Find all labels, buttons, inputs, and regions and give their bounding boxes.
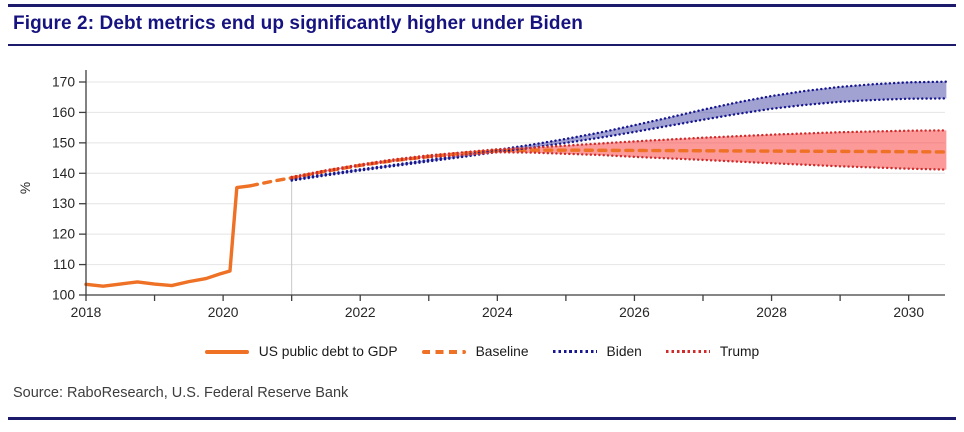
svg-text:2022: 2022 <box>345 305 376 320</box>
source-text: Source: RaboResearch, U.S. Federal Reser… <box>13 385 349 401</box>
y-tick-labels: 100 110 120 130 140 150 160 170 <box>52 75 86 303</box>
svg-text:150: 150 <box>52 135 75 150</box>
svg-text:160: 160 <box>52 105 75 120</box>
figure-title: Figure 2: Debt metrics end up significan… <box>13 13 583 34</box>
svg-text:2030: 2030 <box>893 305 924 320</box>
legend-sample-solid-orange-line <box>204 349 249 354</box>
svg-text:100: 100 <box>52 288 75 303</box>
legend-label: Trump <box>719 344 760 359</box>
legend-label: Biden <box>606 344 642 359</box>
bottom-border-rule <box>8 417 956 420</box>
legend-item-us-public-debt: US public debt to GDP <box>204 344 398 359</box>
svg-text:2018: 2018 <box>71 305 102 320</box>
svg-text:140: 140 <box>52 166 75 181</box>
chart-area: 100 110 120 130 140 150 160 170 2018 2020 2022 2024… <box>0 50 964 320</box>
svg-text:170: 170 <box>52 75 75 90</box>
svg-text:120: 120 <box>52 227 75 242</box>
title-underline-rule <box>8 44 956 46</box>
trump-upper-line <box>290 129 948 179</box>
legend-item-baseline: Baseline <box>421 344 529 359</box>
top-border-rule <box>8 4 956 7</box>
legend-sample-dashed-orange-line <box>421 349 466 354</box>
legend-item-trump: Trump <box>665 344 760 359</box>
svg-text:2028: 2028 <box>756 305 787 320</box>
legend-label: Baseline <box>475 344 529 359</box>
biden-band <box>291 81 947 181</box>
svg-text:2024: 2024 <box>482 305 513 320</box>
y-axis-label: % <box>18 182 33 194</box>
legend-sample-dotted-red-line <box>665 350 710 353</box>
trump-lower-line <box>290 151 948 180</box>
svg-text:130: 130 <box>52 196 75 211</box>
trump-band <box>291 130 947 179</box>
legend-item-biden: Biden <box>552 344 642 359</box>
svg-text:110: 110 <box>53 257 75 272</box>
y-gridlines <box>86 81 945 266</box>
debt-to-gdp-chart: 100 110 120 130 140 150 160 170 2018 2020 2022 2024… <box>18 70 949 320</box>
series-baseline-line <box>248 148 949 188</box>
legend-label: US public debt to GDP <box>258 344 398 359</box>
biden-upper-line <box>290 80 948 181</box>
chart-legend: US public debt to GDP Baseline Biden Tru… <box>0 344 964 359</box>
svg-text:2020: 2020 <box>208 305 239 320</box>
series-us-public-debt-to-gdp-line <box>84 184 253 288</box>
svg-text:2026: 2026 <box>619 305 650 320</box>
legend-sample-dotted-navy-line <box>552 350 597 353</box>
x-tick-labels: 2018 2020 2022 2024 2026 2028 2030 <box>71 295 924 320</box>
